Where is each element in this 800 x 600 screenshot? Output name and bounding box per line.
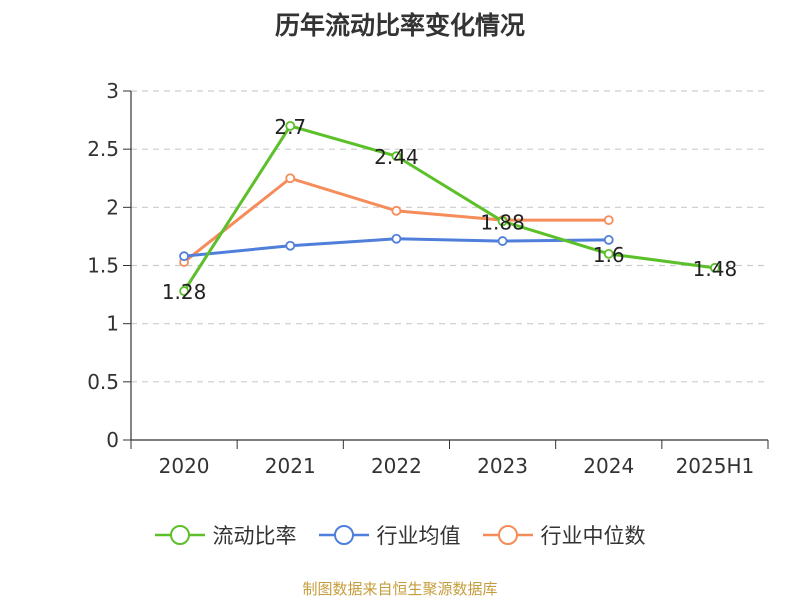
legend-swatch-series-3	[482, 525, 533, 545]
series-point-1	[391, 151, 402, 162]
y-tick-label: 0	[106, 428, 119, 452]
y-tick-label: 1.5	[87, 254, 119, 278]
series-point-3	[603, 215, 614, 226]
series-point-2	[391, 233, 402, 244]
x-tick-label: 2023	[477, 454, 528, 478]
legend-label-series-3: 行业中位数	[540, 524, 646, 548]
series-point-1	[603, 248, 614, 259]
legend-label-series-2: 行业均值	[376, 524, 461, 548]
data-label: 2.7	[274, 115, 306, 139]
legend-swatch-series-2	[318, 525, 369, 545]
x-tick-label: 2025H1	[676, 454, 755, 478]
x-tick-label: 2024	[583, 454, 634, 478]
x-tick-label: 2022	[371, 454, 422, 478]
legend-item-series-2[interactable]: 行业均值	[318, 520, 461, 550]
data-label: 1.48	[693, 257, 738, 281]
series-point-3	[391, 205, 402, 216]
series-point-1	[179, 286, 189, 296]
y-tick-label: 2	[106, 195, 119, 219]
series-point-1	[285, 121, 296, 131]
y-tick-label: 3	[106, 79, 119, 103]
legend-item-series-1[interactable]: 流动比率	[154, 520, 297, 550]
y-tick-label: 1	[106, 312, 119, 336]
series-point-1	[497, 216, 508, 227]
chart-legend: 流动比率 行业均值 行业中位数	[0, 520, 800, 550]
series-point-1	[710, 262, 720, 273]
data-label: 1.6	[593, 243, 625, 267]
legend-label-series-1: 流动比率	[212, 524, 297, 548]
legend-swatch-series-1	[154, 525, 205, 545]
x-tick-label: 2020	[159, 454, 210, 478]
data-source-note: 制图数据来自恒生聚源数据库	[302, 580, 498, 598]
series-point-2	[285, 240, 296, 251]
series-point-2	[603, 235, 614, 245]
series-line-1	[182, 124, 716, 292]
data-label: 1.28	[162, 280, 207, 304]
x-tick-label: 2021	[265, 454, 316, 478]
y-tick-label: 0.5	[87, 370, 119, 394]
series-point-2	[497, 236, 508, 246]
chart-title: 历年流动比率变化情况	[274, 11, 525, 40]
y-tick-label: 2.5	[87, 137, 119, 161]
legend-item-series-3[interactable]: 行业中位数	[482, 520, 646, 550]
series-point-2	[179, 251, 189, 262]
data-label: 2.44	[374, 145, 419, 169]
data-label: 1.88	[480, 210, 525, 234]
series-point-3	[285, 173, 296, 184]
